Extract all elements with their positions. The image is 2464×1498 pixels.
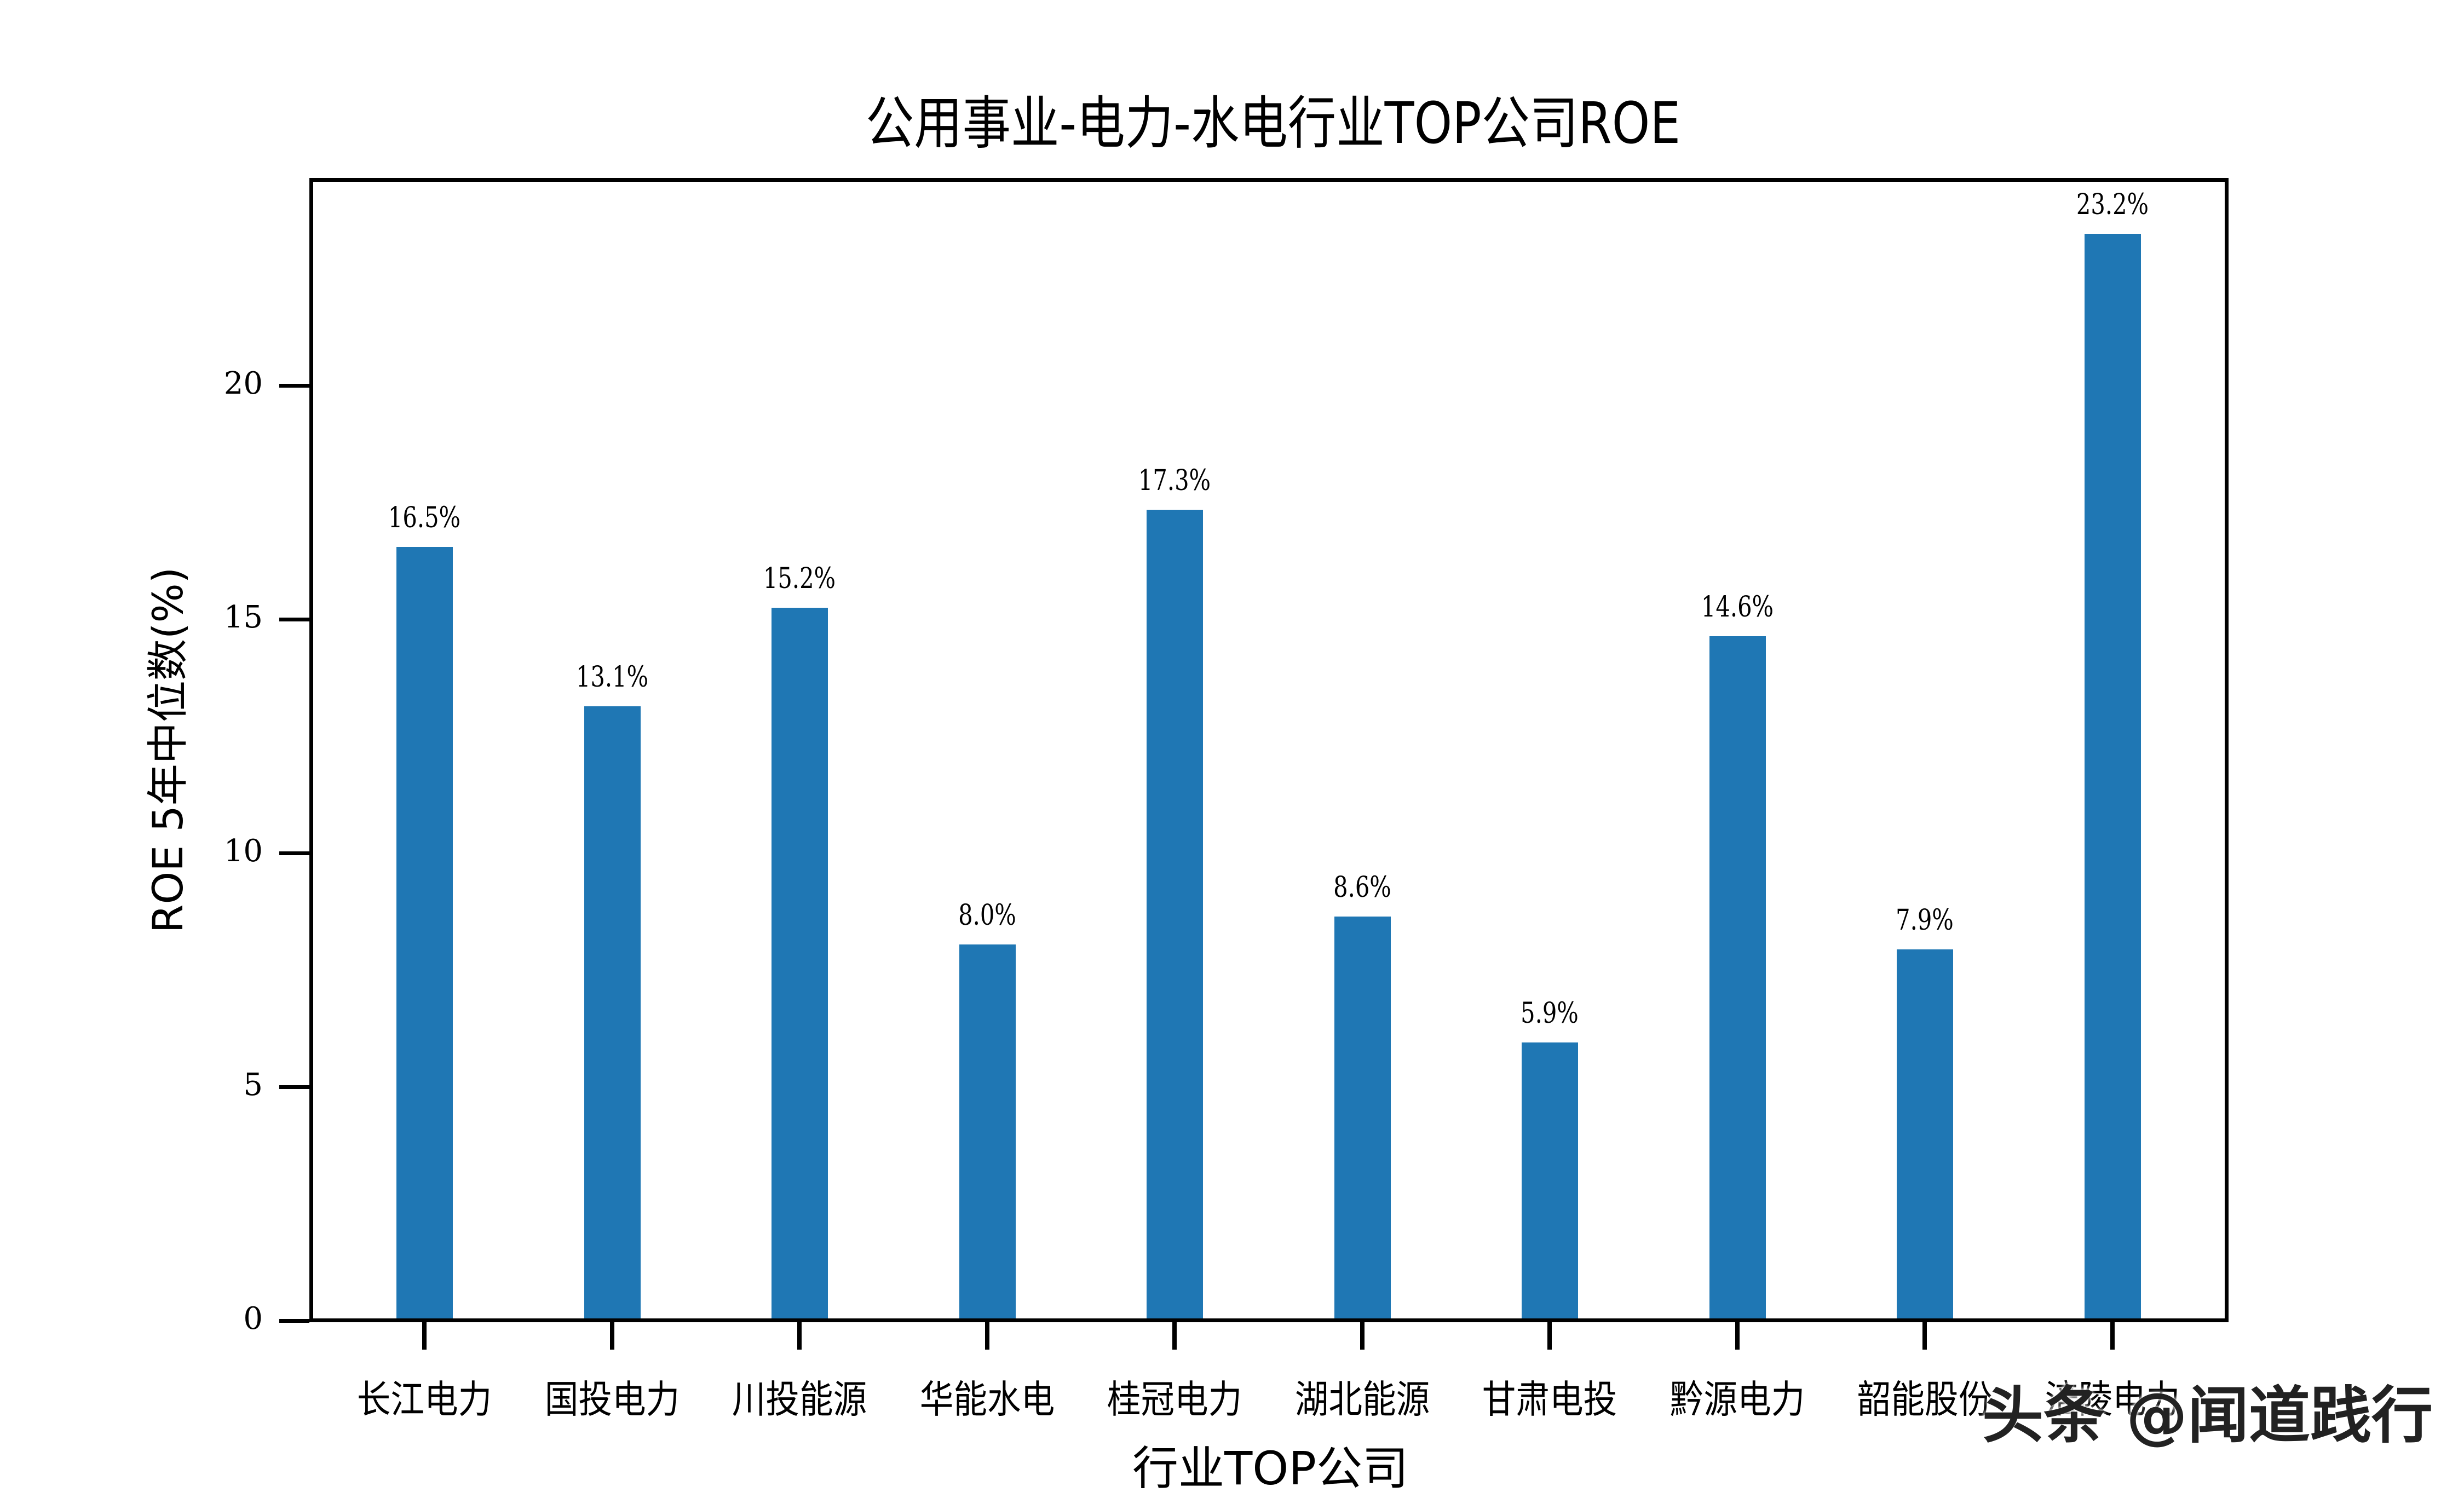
value-label: 23.2% — [2076, 188, 2149, 222]
y-axis-title: ROE 5年中位数(%) — [143, 567, 192, 934]
x-tick — [1547, 1322, 1552, 1350]
y-tick-label: 15 — [223, 599, 263, 635]
value-label: 16.5% — [388, 502, 461, 535]
bar — [1334, 916, 1391, 1318]
bar — [1897, 949, 1953, 1318]
y-tick-label: 5 — [243, 1067, 263, 1103]
value-label: 14.6% — [1701, 590, 1774, 624]
y-tick-label: 10 — [223, 833, 263, 869]
y-tick — [279, 617, 309, 621]
x-tick-label: 长江电力 — [356, 1377, 492, 1422]
value-label: 8.6% — [1333, 871, 1391, 904]
y-tick — [279, 384, 309, 388]
value-label: 7.9% — [1896, 903, 1954, 937]
x-tick — [985, 1322, 989, 1350]
value-label: 8.0% — [958, 899, 1016, 932]
x-tick — [1172, 1322, 1177, 1350]
bar — [1522, 1042, 1578, 1318]
y-tick-label: 20 — [223, 366, 263, 402]
x-tick-label: 华能水电 — [919, 1377, 1055, 1422]
x-tick — [797, 1322, 802, 1350]
x-tick-label: 韶能股份 — [1857, 1377, 1993, 1422]
y-tick — [279, 1318, 309, 1323]
value-label: 13.1% — [575, 660, 648, 694]
x-tick-label: 涪陵电力 — [2045, 1377, 2180, 1422]
bar — [1147, 510, 1203, 1318]
bar — [1709, 636, 1766, 1318]
y-tick — [279, 851, 309, 855]
x-tick-label: 甘肃电投 — [1482, 1377, 1617, 1422]
x-tick — [2110, 1322, 2115, 1350]
x-tick-label: 川投能源 — [732, 1377, 867, 1422]
y-tick-label: 0 — [243, 1300, 263, 1336]
bar — [584, 706, 641, 1318]
x-tick — [422, 1322, 427, 1350]
bar — [396, 547, 453, 1318]
value-label: 15.2% — [763, 562, 836, 596]
x-tick-label: 桂冠电力 — [1107, 1377, 1242, 1422]
plot-area — [309, 178, 2229, 1322]
x-tick-label: 湖北能源 — [1294, 1377, 1430, 1422]
bar — [959, 944, 1016, 1318]
x-tick-label: 国投电力 — [544, 1377, 680, 1422]
bar — [772, 608, 828, 1318]
y-tick — [279, 1085, 309, 1089]
bar — [2084, 234, 2141, 1318]
x-tick — [1922, 1322, 1927, 1350]
x-tick — [1735, 1322, 1740, 1350]
watermark: 头条 @闻道践行 — [1982, 1380, 2433, 1451]
value-label: 5.9% — [1521, 997, 1579, 1030]
x-tick-label: 黔源电力 — [1669, 1377, 1805, 1422]
x-tick — [609, 1322, 614, 1350]
chart-title: 公用事业-电力-水电行业TOP公司ROE — [865, 90, 1681, 157]
x-tick — [1360, 1322, 1365, 1350]
value-label: 17.3% — [1138, 464, 1211, 498]
